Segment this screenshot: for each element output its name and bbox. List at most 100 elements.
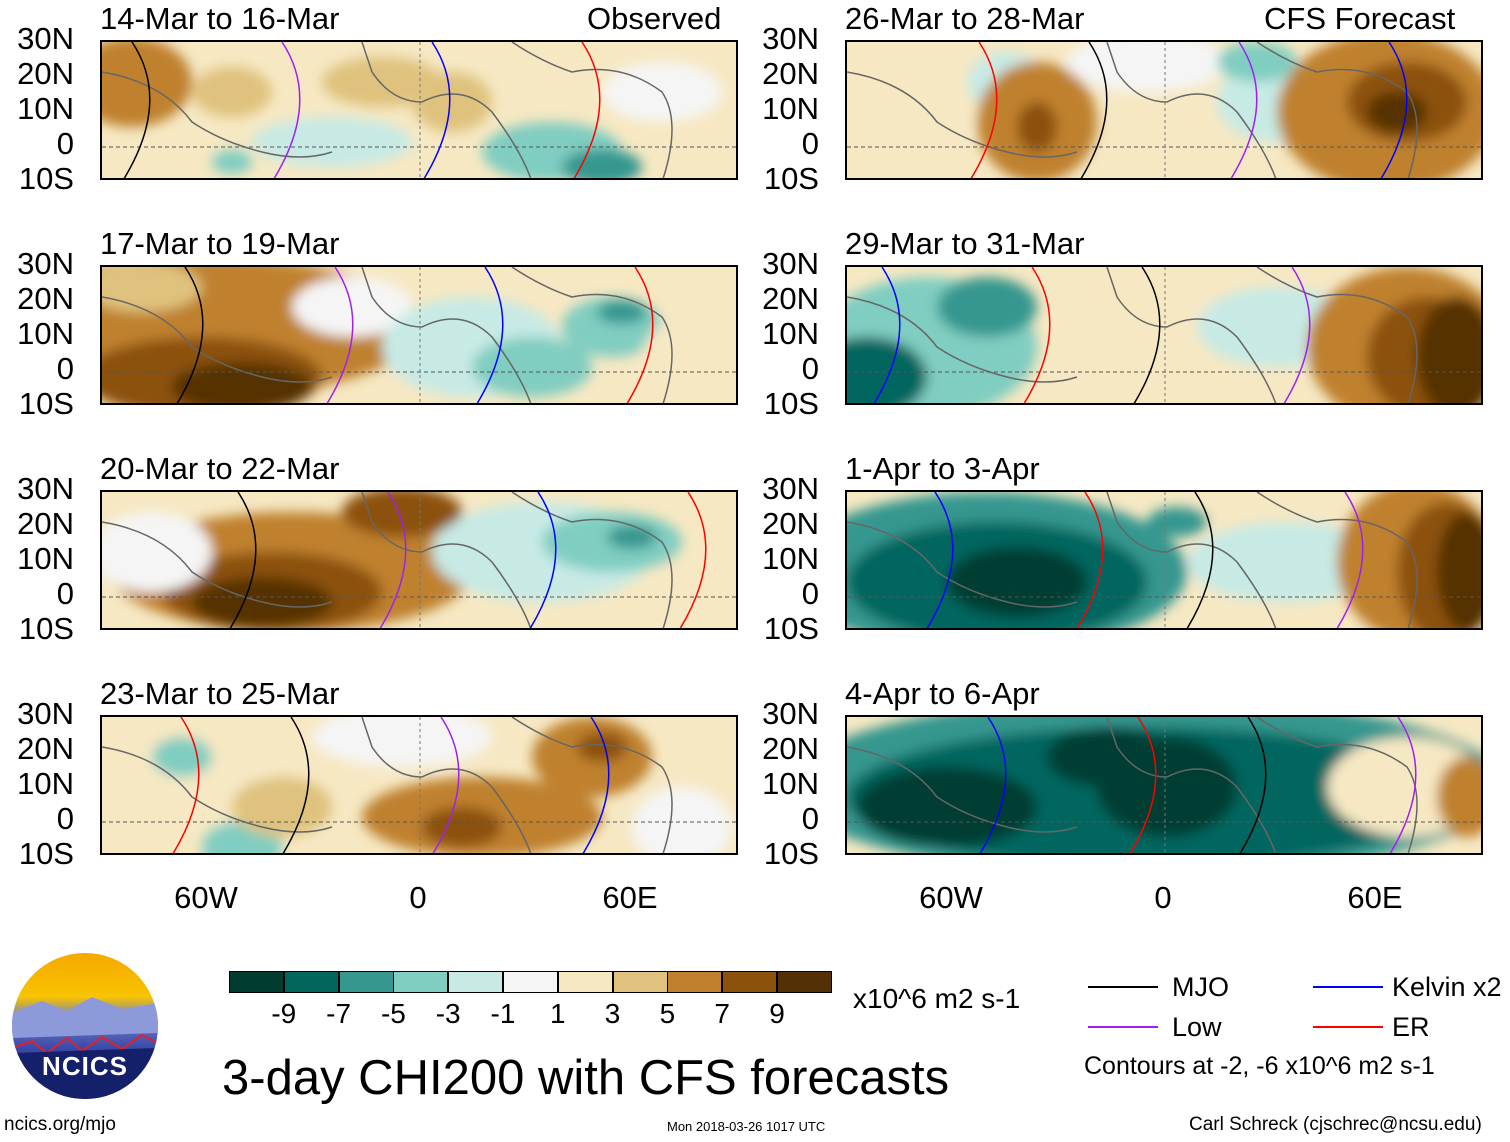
logo-text: NCICS [42, 1051, 128, 1081]
anomaly-region [102, 267, 202, 312]
map-panel [845, 715, 1483, 855]
colorbar-label: 3 [604, 998, 621, 1029]
lat-label: 0 [801, 801, 819, 836]
panel-title: 1-Apr to 3-Apr [845, 451, 1040, 486]
colorbar-swatch [229, 971, 284, 993]
contour-line [176, 267, 204, 403]
contour-line [1239, 717, 1267, 853]
colorbar-label: -3 [435, 998, 461, 1029]
panel-title: 14-Mar to 16-Mar [100, 1, 340, 36]
contour-line [1380, 42, 1408, 178]
legend-kelvin-label: Kelvin x2 [1392, 972, 1502, 1002]
anomaly-region [1187, 522, 1387, 602]
lat-label: 10N [17, 316, 74, 351]
contour-line [1080, 42, 1108, 178]
anomaly-region [607, 525, 657, 549]
url-link[interactable]: ncics.org/mjo [4, 1114, 116, 1135]
contour-line [229, 492, 257, 628]
contour-line [432, 717, 460, 853]
anomaly-region [232, 777, 332, 837]
panel-title: 26-Mar to 28-Mar [845, 1, 1085, 36]
colorbar-label: 7 [714, 998, 730, 1029]
lat-label: 10N [762, 541, 819, 576]
anomaly-region [342, 492, 462, 537]
colorbar-swatch [667, 971, 723, 993]
contour-line [273, 42, 301, 178]
main-title: 3-day CHI200 with CFS forecasts [222, 1051, 950, 1105]
contour-line [1129, 717, 1157, 853]
colorbar-swatch [283, 971, 339, 993]
lat-label: 30N [17, 471, 74, 506]
map-panel [100, 715, 738, 855]
lat-label: 20N [762, 281, 819, 316]
anomaly-region [1437, 512, 1481, 628]
anomaly-region [312, 717, 492, 767]
colorbar-swatch [557, 971, 613, 993]
map-panel [845, 490, 1483, 630]
lat-label: 10S [763, 386, 819, 421]
colorbar-swatch [503, 971, 558, 993]
lat-label: 30N [762, 246, 819, 281]
lat-label: 10N [762, 91, 819, 126]
coastline [847, 42, 1418, 178]
colorbar-label: 1 [550, 998, 566, 1029]
lat-label: 10N [762, 766, 819, 801]
colorbar-label: -7 [326, 998, 352, 1029]
contour-line [573, 42, 601, 178]
anomaly-region [847, 42, 977, 162]
legend-mjo-label: MJO [1172, 972, 1229, 1002]
lat-label: 0 [56, 801, 74, 836]
contour-line [423, 42, 451, 178]
legend-low-line [1088, 1026, 1158, 1028]
contour-line [1186, 492, 1214, 628]
lat-label: 10S [763, 611, 819, 646]
lon-label: 60E [602, 880, 658, 915]
panel-title: 29-Mar to 31-Mar [845, 226, 1085, 261]
colorbar-units: x10^6 m2 s-1 [853, 983, 1021, 1014]
contour-line [1133, 267, 1161, 403]
colorbar-swatch [393, 971, 449, 993]
lat-label: 30N [762, 21, 819, 56]
colorbar-swatch [722, 971, 778, 993]
contour-line [1023, 267, 1051, 403]
lat-label: 20N [17, 281, 74, 316]
colorbar-swatch [448, 971, 504, 993]
coastline [847, 717, 1418, 853]
anomaly-region [1367, 92, 1427, 132]
lat-label: 0 [56, 351, 74, 386]
panel-title: 17-Mar to 19-Mar [100, 226, 340, 261]
lat-label: 10S [18, 611, 74, 646]
anomaly-region [597, 300, 647, 324]
lon-label: 0 [1154, 880, 1172, 915]
anomaly-region [192, 67, 272, 117]
lat-label: 20N [17, 731, 74, 766]
lat-label: 20N [762, 731, 819, 766]
anomaly-region [1067, 42, 1227, 92]
legend-er-line [1313, 1026, 1383, 1028]
contour-line [379, 492, 407, 628]
anomaly-region [577, 732, 627, 762]
contour-line [979, 717, 1007, 853]
colorbar-label: 9 [769, 998, 785, 1029]
colorbar-swatch [777, 971, 832, 993]
lat-label: 10N [762, 316, 819, 351]
lat-label: 10N [17, 91, 74, 126]
contour-line [1230, 42, 1258, 178]
lat-label: 0 [801, 126, 819, 161]
anomaly-region [322, 57, 442, 107]
contour-line [626, 267, 654, 403]
lat-label: 30N [762, 696, 819, 731]
lat-label: 10S [18, 161, 74, 196]
lat-label: 20N [17, 56, 74, 91]
lat-label: 0 [801, 351, 819, 386]
lat-label: 0 [801, 576, 819, 611]
lon-label: 60E [1347, 880, 1403, 915]
contour-line [873, 267, 901, 403]
anomaly-region [1017, 102, 1057, 152]
map-panel [100, 490, 738, 630]
lat-label: 10S [763, 161, 819, 196]
map-panel [100, 265, 738, 405]
legend-mjo-line [1088, 986, 1158, 988]
anomaly-region [1077, 277, 1217, 357]
anomaly-region [1047, 727, 1167, 787]
